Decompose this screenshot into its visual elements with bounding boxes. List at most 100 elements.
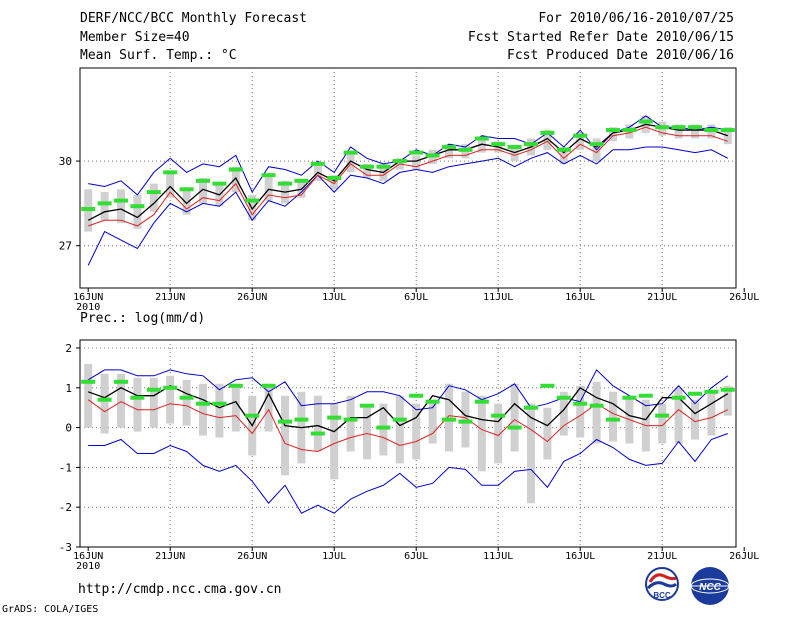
panel2-y-tick-label: 1 (65, 382, 72, 395)
panel1-hit-marker (278, 181, 292, 186)
panel2-spread-box (543, 407, 552, 460)
panel1-hit-marker (507, 144, 522, 149)
panel2-spread-box (346, 395, 355, 452)
svg-text:NCC: NCC (699, 582, 721, 593)
variable-label: Mean Surf. Temp.: °C (80, 48, 237, 63)
panel1-spread-box (576, 132, 585, 150)
panel2-hit-marker (245, 413, 260, 418)
panel2-hit-marker (507, 425, 522, 430)
panel1-hit-marker (409, 150, 424, 155)
panel2-hit-marker (376, 425, 391, 430)
panel1-hit-marker (130, 204, 145, 209)
panel1-hit-marker (589, 142, 604, 147)
panel2-y-tick-label: 0 (65, 422, 72, 435)
panel2-hit-marker (638, 393, 653, 398)
panel1-spread-box (346, 152, 355, 173)
source-url[interactable]: http://cmdp.ncc.cma.gov.cn (78, 582, 282, 597)
panel1-spread-box (674, 124, 683, 139)
panel1-hit-marker (491, 142, 506, 147)
panel2-spread-box (723, 385, 732, 416)
panel1-spread-box (133, 194, 142, 229)
panel2-hit-marker (310, 431, 325, 436)
panel1-spread-box (559, 146, 568, 164)
panel2-hit-marker (179, 395, 194, 400)
panel1-spread-box (691, 124, 699, 139)
svg-text:BCC: BCC (653, 591, 671, 600)
grads-credit: GrADS: COLA/IGES (2, 604, 99, 615)
panel1-x-year-label: 2010 (76, 302, 100, 313)
panel2-spread-box (133, 377, 142, 432)
panel1-spread-box (510, 146, 519, 162)
panel1-spread-box (231, 166, 240, 193)
panel1-hit-marker (540, 130, 555, 135)
panel1-hit-marker (196, 178, 210, 183)
panel1-spread-box (477, 138, 486, 153)
panel2-spread-box (231, 383, 240, 432)
panel1-hit-marker (638, 119, 653, 124)
panel1-hit-marker (622, 128, 637, 133)
panel2-spread-box (674, 387, 683, 444)
panel2-hit-marker (261, 383, 276, 388)
panel2-hit-marker (212, 401, 227, 406)
panel1-hit-marker (524, 142, 538, 147)
panel1-hit-marker (556, 147, 571, 152)
panel2-hit-marker (130, 395, 145, 400)
panel2-spread-box (510, 383, 519, 452)
panel1-hit-marker (81, 207, 96, 212)
panel2-spread-box (313, 395, 322, 452)
panel2-hit-marker (228, 383, 243, 388)
panel2-title: Prec.: log(mm/d) (80, 311, 205, 326)
panel2-spread-box (84, 363, 93, 428)
panel2-frame (79, 339, 737, 548)
panel2-y-tick-label: 2 (65, 342, 72, 355)
bcc-logo: BCC (645, 567, 679, 601)
panel1-hit-marker (474, 136, 489, 141)
panel2-spread-box (117, 373, 125, 428)
panel1-spread-box (117, 189, 125, 224)
panel2-hit-marker (671, 395, 686, 400)
panel2-spread-box (559, 391, 568, 436)
panel2-spread-box (215, 383, 224, 438)
panel2-hit-marker (655, 413, 670, 418)
panel1-hit-marker (606, 128, 620, 133)
panel1-hit-marker (655, 125, 670, 130)
panel1-x-tick-label: 1JUL (322, 292, 346, 303)
panel2-hit-marker (146, 387, 161, 392)
panel1-spread-box (445, 144, 453, 159)
panel2-hit-marker (392, 417, 407, 422)
panel2-hit-marker (622, 395, 637, 400)
panel1-hit-marker (376, 164, 391, 169)
panel2-spread-box (477, 395, 486, 472)
panel2-hit-marker (688, 391, 702, 396)
panel1-hit-marker (163, 170, 178, 175)
panel1-x-tick-label: 26JUN (237, 292, 267, 303)
panel2-hit-marker (442, 417, 456, 422)
panel1-median-line (87, 123, 729, 221)
panel1-hit-marker (327, 176, 342, 180)
panel2-hit-marker (294, 417, 309, 422)
panel2-x-tick-label: 16JUL (565, 551, 595, 562)
panel1-x-tick-label: 6JUL (404, 292, 428, 303)
panel2-hit-marker (343, 417, 358, 422)
panel2-spread-box (609, 391, 617, 442)
panel2-hit-marker (589, 403, 604, 408)
panel1-mean-line (88, 126, 728, 227)
panel2-max-line (87, 369, 729, 411)
panel1-spread-box (543, 130, 552, 150)
panel2-hit-marker (524, 405, 538, 410)
panel1-spread-box (330, 175, 339, 190)
panel2-spread-box (149, 377, 158, 428)
panel2-hit-marker (458, 419, 473, 424)
panel2-mean-line (87, 399, 729, 453)
panel2-x-tick-label: 1JUL (322, 551, 346, 562)
panel2-spread-box (281, 395, 289, 476)
panel2-hit-marker (491, 413, 506, 418)
panel1-hit-marker (360, 164, 374, 169)
panel1-frame (79, 67, 737, 289)
panel1-hit-marker (228, 167, 243, 172)
panel2-x-tick-label: 21JUN (155, 551, 185, 562)
panel1-spread-box (412, 155, 421, 170)
panel1-hit-marker (343, 150, 358, 155)
panel2-hit-marker (114, 379, 128, 384)
forecast-period: For 2010/06/16-2010/07/25 (538, 11, 734, 26)
